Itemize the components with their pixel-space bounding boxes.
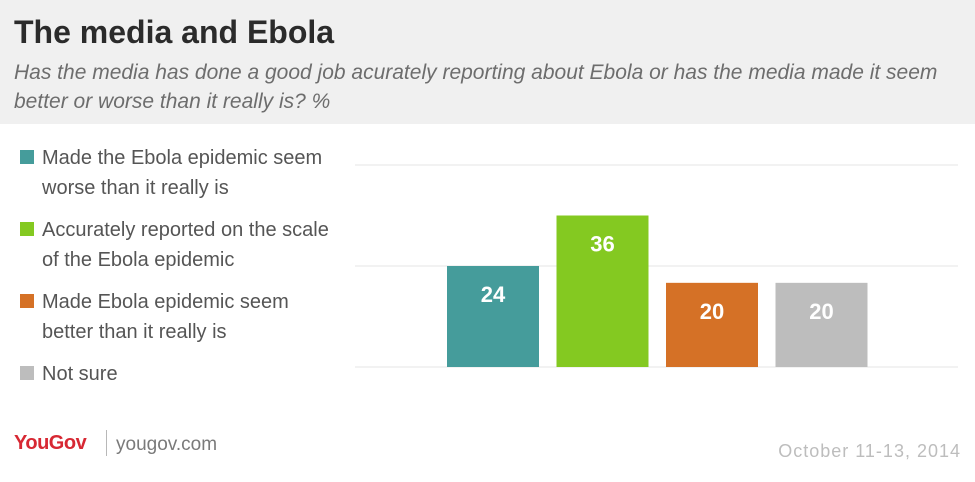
legend-label-not-sure: Not sure	[42, 363, 118, 385]
bar-value-label-1: 36	[590, 232, 614, 257]
legend-item-worse: Made the Ebola epidemic seem worse than …	[20, 143, 340, 203]
chart-title: The media and Ebola	[14, 14, 335, 50]
bar-value-label-3: 20	[809, 299, 833, 324]
chart-legend: Made the Ebola epidemic seem worse than …	[20, 143, 340, 389]
bar-2	[666, 282, 758, 367]
legend-swatch-worse	[20, 150, 34, 164]
legend-label-better: Made Ebola epidemic seem better than it …	[42, 291, 289, 343]
footer-divider	[106, 430, 107, 456]
chart-header: The media and Ebola Has the media has do…	[0, 0, 975, 124]
legend-swatch-not-sure	[20, 366, 34, 380]
bar-value-label-0: 24	[481, 282, 506, 307]
legend-label-accurate: Accurately reported on the scale of the …	[42, 219, 329, 271]
legend-swatch-accurate	[20, 222, 34, 236]
bar-0	[447, 266, 539, 367]
legend-item-not-sure: Not sure	[20, 359, 340, 389]
yougov-logo: YouGov	[14, 432, 87, 454]
site-link[interactable]: yougov.com	[116, 434, 218, 455]
bar-value-label-2: 20	[700, 299, 724, 324]
legend-item-better: Made Ebola epidemic seem better than it …	[20, 287, 340, 347]
bar-1	[556, 215, 649, 367]
survey-date: October 11-13, 2014	[778, 441, 961, 461]
legend-swatch-better	[20, 294, 34, 308]
chart-subtitle: Has the media has done a good job acurat…	[14, 61, 938, 113]
bar-3	[775, 282, 868, 367]
legend-label-worse: Made the Ebola epidemic seem worse than …	[42, 147, 323, 199]
legend-item-accurate: Accurately reported on the scale of the …	[20, 215, 340, 275]
